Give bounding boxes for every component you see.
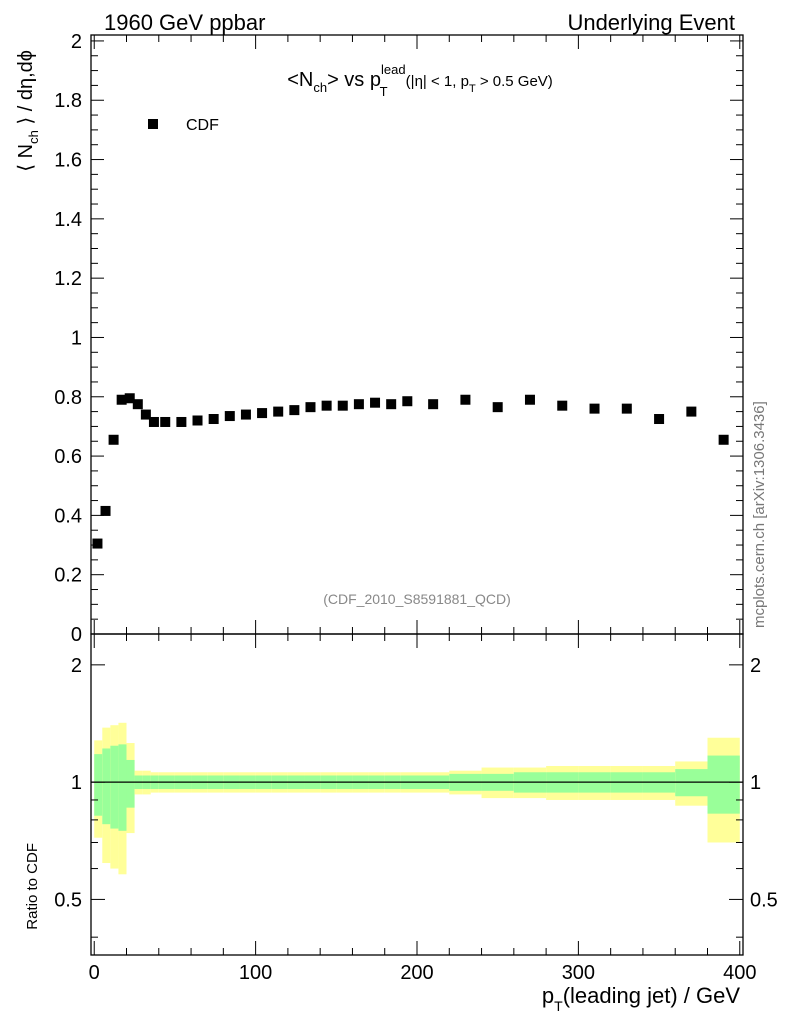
data-point xyxy=(140,409,151,420)
data-point xyxy=(718,434,729,445)
data-point xyxy=(386,399,397,410)
data-point xyxy=(686,406,697,417)
ratio-uncertainty-bands xyxy=(91,722,743,875)
data-point xyxy=(402,396,413,407)
data-point xyxy=(192,415,203,426)
xaxis-label: pT(leading jet) / GeV xyxy=(542,983,740,1014)
main-ytick-label: 0.2 xyxy=(54,565,82,587)
ratio-band-inner xyxy=(94,754,103,816)
ratio-band-inner xyxy=(110,745,119,829)
ratio-band-inner xyxy=(707,755,740,814)
legend-label: CDF xyxy=(186,117,219,134)
data-point xyxy=(557,400,568,411)
axis-tick-labels: 0 0.2 0.4 0.6 0.8 1 1.2 1.4 1.6 1.8 2 0 100 200 300 400… xyxy=(54,31,778,984)
main-ytick-label: 0.8 xyxy=(54,387,82,409)
data-point xyxy=(100,505,111,516)
xtick-label: 400 xyxy=(723,962,756,984)
header-energy: 1960 GeV ppbar xyxy=(104,10,265,35)
ratio-band-inner xyxy=(118,744,127,831)
data-point xyxy=(370,397,381,408)
plot-title: <Nch> vs plead T (|η| < 1, pT > 0.5 GeV) xyxy=(287,62,553,99)
data-point xyxy=(108,434,119,445)
ratio-ytick-label-left: 0.5 xyxy=(54,889,82,911)
main-ytick-label: 1.2 xyxy=(54,268,82,290)
main-ytick-label: 1.8 xyxy=(54,90,82,112)
ratio-ytick-label-right: 2 xyxy=(750,655,761,677)
data-point xyxy=(92,538,103,549)
data-point xyxy=(208,414,219,425)
data-point xyxy=(353,399,364,410)
xtick-label: 100 xyxy=(239,962,272,984)
data-point xyxy=(148,416,159,427)
data-point xyxy=(654,414,665,425)
main-ytick-label: 0.4 xyxy=(54,505,82,527)
data-point xyxy=(124,393,135,404)
data-point xyxy=(621,403,632,414)
side-watermark: mcplots.cern.ch [arXiv:1306.3436] xyxy=(751,401,768,628)
axis-ticks xyxy=(91,35,743,955)
data-point xyxy=(132,399,143,410)
data-point xyxy=(305,402,316,413)
data-point xyxy=(492,402,503,413)
ratio-ytick-label-left: 2 xyxy=(71,655,82,677)
data-point xyxy=(428,399,439,410)
xtick-label: 200 xyxy=(400,962,433,984)
data-point xyxy=(160,416,171,427)
ratio-band-inner xyxy=(126,759,135,808)
ratio-band-inner xyxy=(102,748,111,825)
data-point xyxy=(116,394,127,405)
header-observable-group: Underlying Event xyxy=(567,10,735,35)
data-point xyxy=(321,400,332,411)
data-point xyxy=(337,400,348,411)
analysis-tag: (CDF_2010_S8591881_QCD) xyxy=(323,591,511,607)
main-ytick-label: 1.6 xyxy=(54,150,82,172)
ratio-ylabel: Ratio to CDF xyxy=(24,843,41,930)
data-point xyxy=(589,403,600,414)
main-ytick-label: 1.4 xyxy=(54,209,82,231)
ratio-ytick-label-right: 1 xyxy=(750,772,761,794)
xtick-label: 300 xyxy=(562,962,595,984)
xtick-label: 0 xyxy=(89,962,100,984)
main-ylabel: ⟨ Nch ⟩ / dη,dϕ xyxy=(15,50,41,172)
ratio-ytick-label-left: 1 xyxy=(71,772,82,794)
main-ytick-label: 0.6 xyxy=(54,446,82,468)
data-point xyxy=(224,411,235,422)
legend-marker xyxy=(148,119,158,129)
plot-frames xyxy=(90,34,744,956)
main-ytick-label: 2 xyxy=(71,31,82,53)
data-point xyxy=(240,409,251,420)
ratio-ytick-label-right: 0.5 xyxy=(750,889,778,911)
main-ytick-label: 0 xyxy=(71,624,82,646)
data-points xyxy=(92,393,729,549)
data-point xyxy=(257,408,268,419)
data-point xyxy=(273,406,284,417)
data-point xyxy=(289,405,300,416)
data-point xyxy=(176,416,187,427)
data-point xyxy=(460,394,471,405)
data-point xyxy=(524,394,535,405)
main-ytick-label: 1 xyxy=(71,327,82,349)
